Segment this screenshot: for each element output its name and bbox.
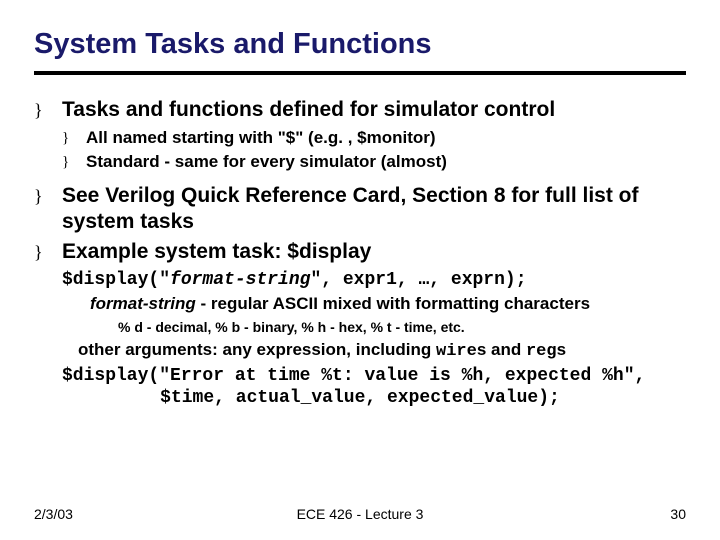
bullet-marker: } xyxy=(34,239,62,265)
code-line-1: $display("format-string", expr1, …, expr… xyxy=(62,269,686,291)
bullet-3-text: Example system task: $display xyxy=(62,239,371,265)
bullet-1-sub2: } Standard - same for every simulator (a… xyxy=(62,151,686,173)
code-line-2: $display("Error at time %t: value is %h,… xyxy=(62,365,686,387)
bullet-2-text: See Verilog Quick Reference Card, Sectio… xyxy=(62,183,686,235)
slide-title: System Tasks and Functions xyxy=(34,28,686,61)
code-line-3: $time, actual_value, expected_value); xyxy=(34,387,686,409)
code-example: $display("format-string", expr1, …, expr… xyxy=(62,269,686,291)
bullet-1-text: Tasks and functions defined for simulato… xyxy=(62,97,555,123)
slide-footer: 2/3/03 ECE 426 - Lecture 3 30 xyxy=(0,506,720,522)
bullet-marker: } xyxy=(34,183,62,235)
bullet-1-sub1-text: All named starting with "$" (e.g. , $mon… xyxy=(86,127,436,149)
bullet-2: } See Verilog Quick Reference Card, Sect… xyxy=(34,183,686,235)
bullet-1-sub2-text: Standard - same for every simulator (alm… xyxy=(86,151,447,173)
format-string-desc: format-string - regular ASCII mixed with… xyxy=(90,293,686,315)
bullet-marker: } xyxy=(34,97,62,123)
title-divider xyxy=(34,71,686,75)
bullet-1: } Tasks and functions defined for simula… xyxy=(34,97,686,123)
bullet-1-sub1: } All named starting with "$" (e.g. , $m… xyxy=(62,127,686,149)
bullet-marker: } xyxy=(62,151,86,173)
code-example-2: $display("Error at time %t: value is %h,… xyxy=(62,365,686,409)
format-codes: % d - decimal, % b - binary, % h - hex, … xyxy=(118,317,686,337)
bullet-marker: } xyxy=(62,127,86,149)
other-args-desc: other arguments: any expression, includi… xyxy=(78,339,686,363)
bullet-3: } Example system task: $display xyxy=(34,239,686,265)
footer-course: ECE 426 - Lecture 3 xyxy=(0,506,720,522)
